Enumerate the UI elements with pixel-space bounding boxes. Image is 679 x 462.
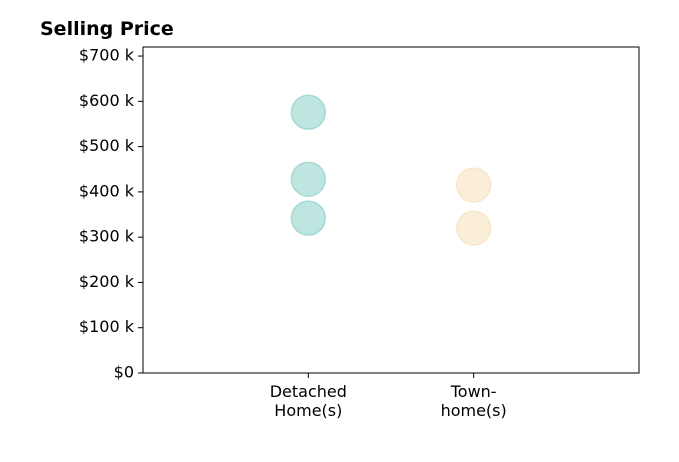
point xyxy=(290,94,327,130)
y-tick-label: $500 k xyxy=(79,136,135,155)
x-tick-label: Detached Home(s) xyxy=(270,382,347,420)
chart-title: Selling Price xyxy=(40,18,174,40)
y-tick-label: $200 k xyxy=(79,272,135,291)
y-tick-label: $600 k xyxy=(79,91,135,110)
y-tick-label: $100 k xyxy=(79,317,135,336)
point xyxy=(290,161,327,197)
point xyxy=(290,200,327,236)
plot-frame xyxy=(142,46,640,374)
point xyxy=(455,167,492,203)
y-tick-label: $300 k xyxy=(79,227,135,246)
y-tick-label: $0 xyxy=(114,363,134,382)
y-tick-label: $400 k xyxy=(79,181,135,200)
point xyxy=(455,210,492,246)
y-tick-label: $700 k xyxy=(79,46,135,65)
x-tick-label: Town-home(s) xyxy=(441,382,507,420)
